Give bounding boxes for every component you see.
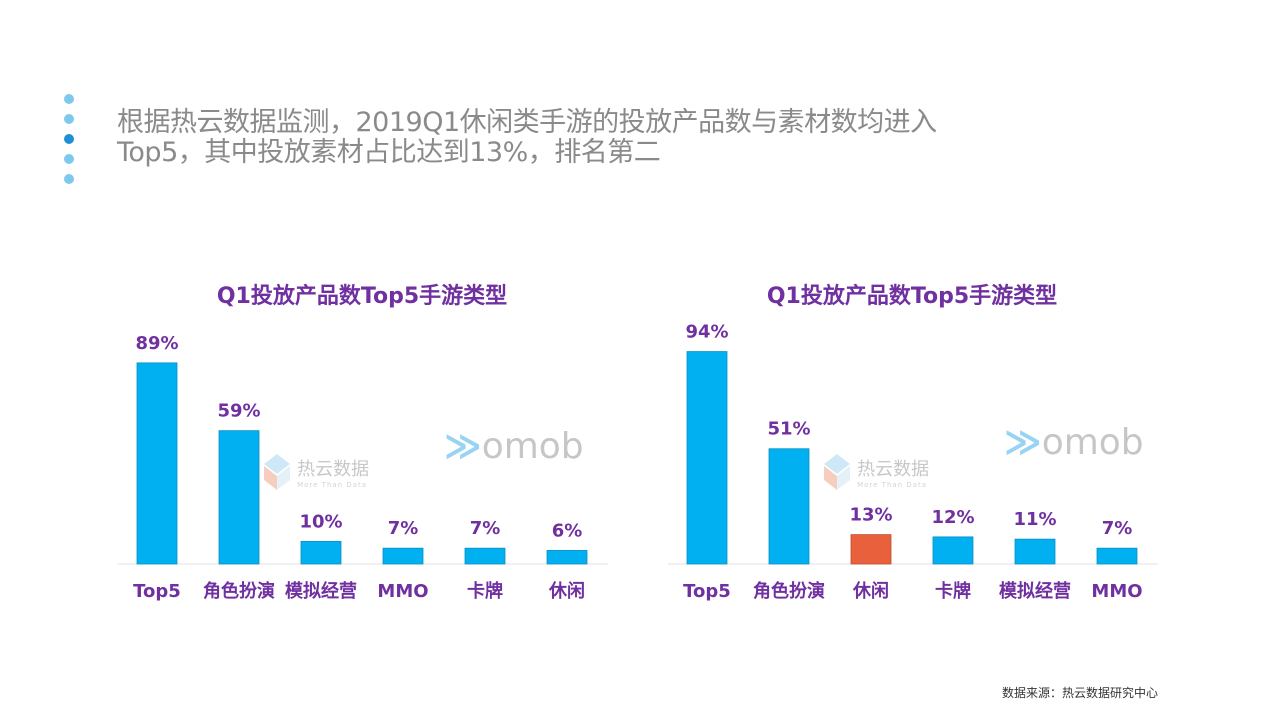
data-label-0-1: 59%	[217, 401, 260, 422]
bar-1-4	[1014, 538, 1056, 565]
category-label-1-0: Top5	[683, 581, 731, 602]
reyun-watermark-right: 热云数据 More Than Data	[822, 452, 929, 492]
headline: 根据热云数据监测，2019Q1休闲类手游的投放产品数与素材数均进入 Top5，其…	[117, 108, 977, 168]
bar-0-5	[546, 550, 588, 565]
bullet-dot	[64, 94, 74, 104]
yomob-y-icon: ≫	[444, 426, 482, 467]
yomob-watermark-left: ≫omob	[444, 426, 584, 467]
data-label-1-1: 51%	[767, 419, 810, 440]
bar-0-1	[218, 430, 260, 565]
headline-line-1: 根据热云数据监测，2019Q1休闲类手游的投放产品数与素材数均进入	[117, 107, 937, 138]
category-label-1-1: 角色扮演	[753, 580, 825, 602]
bullet-dot	[64, 174, 74, 184]
reyun-logo-icon	[262, 452, 292, 492]
data-label-0-4: 7%	[470, 518, 501, 539]
category-label-1-5: MMO	[1091, 581, 1142, 602]
yomob-logo-text: omob	[481, 426, 584, 467]
category-label-0-4: 卡牌	[467, 580, 503, 602]
category-label-1-3: 卡牌	[935, 580, 971, 602]
reyun-tagline: More Than Data	[857, 481, 928, 489]
bar-0-4	[464, 547, 506, 565]
bar-charts: 89% Top5 59% 角色扮演 10% 模拟经营 7% MMO 7% 卡牌 6% 休闲 94% Top…	[118, 322, 1158, 602]
chart-title-left: Q1投放产品数Top5手游类型	[216, 284, 508, 309]
bullet-dots	[64, 94, 76, 194]
category-label-0-1: 角色扮演	[203, 580, 275, 602]
yomob-logo-text: omob	[1041, 422, 1144, 463]
data-label-1-2: 13%	[849, 505, 892, 526]
reyun-logo-text: 热云数据	[857, 459, 930, 480]
category-label-0-0: Top5	[133, 581, 181, 602]
bullet-dot	[64, 154, 74, 164]
bar-1-1	[768, 448, 810, 565]
bar-1-5	[1096, 547, 1138, 565]
reyun-tagline: More Than Data	[297, 481, 368, 489]
category-label-1-4: 模拟经营	[999, 580, 1071, 602]
reyun-logo-text: 热云数据	[297, 459, 370, 480]
data-label-0-3: 7%	[388, 518, 419, 539]
data-label-0-2: 10%	[299, 511, 342, 532]
reyun-watermark-left: 热云数据 More Than Data	[262, 452, 369, 492]
data-label-1-3: 12%	[931, 507, 974, 528]
category-label-0-2: 模拟经营	[285, 580, 357, 602]
bullet-dot-active	[64, 134, 74, 144]
bullet-dot	[64, 114, 74, 124]
bar-0-3	[382, 547, 424, 565]
headline-line-2: Top5，其中投放素材占比达到13%，排名第二	[117, 137, 661, 168]
bar-1-2	[850, 534, 892, 565]
bar-1-3	[932, 536, 974, 565]
data-label-0-0: 89%	[135, 333, 178, 354]
data-source: 数据来源：热云数据研究中心	[1001, 686, 1158, 700]
data-label-0-5: 6%	[552, 520, 583, 541]
category-label-0-5: 休闲	[548, 580, 585, 602]
data-label-1-5: 7%	[1102, 518, 1133, 539]
bar-0-2	[300, 541, 342, 565]
data-label-1-0: 94%	[685, 322, 728, 343]
yomob-watermark-right: ≫omob	[1004, 422, 1144, 463]
yomob-y-icon: ≫	[1004, 422, 1042, 463]
category-label-0-3: MMO	[377, 581, 428, 602]
category-label-1-2: 休闲	[852, 580, 889, 602]
chart-title-right: Q1投放产品数Top5手游类型	[766, 284, 1058, 309]
reyun-logo-icon	[822, 452, 852, 492]
bar-1-0	[686, 351, 728, 565]
bar-0-0	[136, 362, 178, 565]
data-label-1-4: 11%	[1013, 509, 1056, 530]
